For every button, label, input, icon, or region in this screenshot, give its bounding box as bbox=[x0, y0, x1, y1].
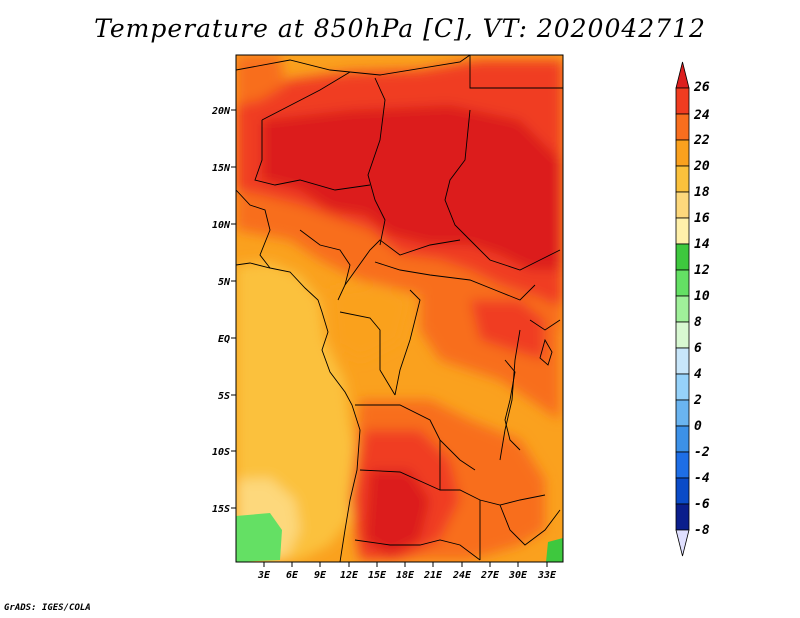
cb-label-10: 10 bbox=[694, 289, 710, 304]
cb-label-neg6: -6 bbox=[694, 497, 710, 512]
y-tick-15s: 15S bbox=[212, 504, 230, 515]
cb-label-neg2: -2 bbox=[694, 445, 710, 460]
colorbar bbox=[675, 61, 690, 557]
temperature-field bbox=[236, 55, 563, 562]
cool-region-southwest bbox=[236, 513, 282, 562]
colorbar-swatch-18 bbox=[675, 165, 690, 193]
colorbar-swatch--6 bbox=[675, 477, 690, 505]
colorbar-swatch-24 bbox=[675, 87, 690, 115]
grads-credit: GrADS: IGES/COLA bbox=[4, 603, 91, 613]
x-tick-27e: 27E bbox=[480, 570, 500, 581]
x-tick-12e: 12E bbox=[340, 570, 359, 581]
colorbar-swatch-10 bbox=[675, 269, 690, 297]
y-tick-marks bbox=[231, 109, 236, 509]
colorbar-over-triangle bbox=[675, 61, 690, 89]
cb-label-0: 0 bbox=[694, 419, 702, 434]
cool-region-southeast bbox=[546, 538, 563, 562]
cb-label-16: 16 bbox=[694, 211, 710, 226]
colorbar-swatch-12 bbox=[675, 243, 690, 271]
cb-label-20: 20 bbox=[693, 159, 710, 174]
y-tick-10s: 10S bbox=[212, 447, 230, 458]
x-tick-6e: 6E bbox=[286, 570, 299, 581]
y-tick-eq: EQ bbox=[218, 334, 230, 345]
cb-label-22: 22 bbox=[693, 133, 710, 148]
cb-label-14: 14 bbox=[694, 237, 710, 252]
x-tick-15e: 15E bbox=[368, 570, 387, 581]
cb-label-6: 6 bbox=[694, 341, 702, 356]
colorbar-under-triangle bbox=[675, 529, 690, 557]
colorbar-swatch-20 bbox=[675, 139, 690, 167]
map-title: Temperature at 850hPa [C], VT: 202004271… bbox=[94, 14, 706, 43]
cb-label-8: 8 bbox=[694, 315, 702, 330]
boundaries bbox=[236, 55, 563, 562]
x-tick-21e: 21E bbox=[423, 570, 443, 581]
cb-label-2: 2 bbox=[693, 393, 702, 408]
x-tick-33e: 33E bbox=[537, 570, 557, 581]
colorbar-labels: 26 24 22 20 18 16 14 12 10 8 6 4 2 0 -2 … bbox=[693, 80, 710, 538]
colorbar-swatch-8 bbox=[675, 295, 690, 323]
x-tick-9e: 9E bbox=[314, 570, 327, 581]
y-tick-15n: 15N bbox=[212, 163, 231, 174]
colorbar-swatch-4 bbox=[675, 347, 690, 375]
cb-label-26: 26 bbox=[693, 80, 710, 95]
colorbar-swatch-0 bbox=[675, 399, 690, 427]
cb-label-neg8: -8 bbox=[694, 523, 710, 538]
cb-label-12: 12 bbox=[694, 263, 710, 278]
map-frame bbox=[235, 54, 564, 563]
colorbar-swatch-22 bbox=[675, 113, 690, 141]
colorbar-swatch-16 bbox=[675, 191, 690, 219]
colorbar-swatch-2 bbox=[675, 373, 690, 401]
colorbar-swatch-14 bbox=[675, 217, 690, 245]
y-tick-5s: 5S bbox=[218, 391, 230, 402]
x-tick-24e: 24E bbox=[452, 570, 472, 581]
x-tick-3e: 3E bbox=[257, 570, 271, 581]
x-tick-marks bbox=[263, 562, 548, 567]
cb-label-neg4: -4 bbox=[694, 471, 710, 486]
colorbar-swatch-6 bbox=[675, 321, 690, 349]
x-tick-30e: 30E bbox=[508, 570, 528, 581]
y-tick-20n: 20N bbox=[211, 106, 231, 117]
colorbar-swatch--4 bbox=[675, 451, 690, 479]
x-tick-18e: 18E bbox=[396, 570, 415, 581]
cb-label-4: 4 bbox=[694, 367, 702, 382]
y-tick-5n: 5N bbox=[218, 277, 231, 288]
colorbar-swatch--8 bbox=[675, 503, 690, 531]
cb-label-24: 24 bbox=[693, 108, 710, 123]
cb-label-18: 18 bbox=[694, 185, 710, 200]
colorbar-swatch--2 bbox=[675, 425, 690, 453]
y-tick-10n: 10N bbox=[212, 220, 231, 231]
